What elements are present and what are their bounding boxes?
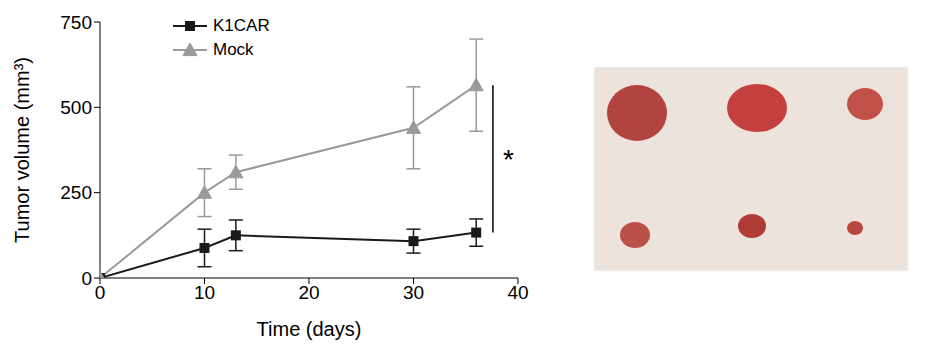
svg-text:250: 250: [60, 182, 92, 203]
svg-text:30: 30: [403, 282, 424, 303]
svg-text:Time (days): Time (days): [257, 318, 362, 340]
svg-text:0: 0: [81, 268, 92, 289]
svg-text:40: 40: [507, 282, 528, 303]
svg-text:500: 500: [60, 97, 92, 118]
svg-text:*: *: [503, 144, 514, 175]
svg-text:0: 0: [95, 282, 106, 303]
svg-text:20: 20: [298, 282, 319, 303]
svg-text:750: 750: [60, 12, 92, 33]
html-text:K1CAR: K1CAR: [213, 16, 270, 35]
svg-text:10: 10: [194, 282, 215, 303]
svg-text:Tumor volume (mm³): Tumor volume (mm³): [11, 57, 33, 243]
html-text:Mock: Mock: [213, 40, 254, 59]
